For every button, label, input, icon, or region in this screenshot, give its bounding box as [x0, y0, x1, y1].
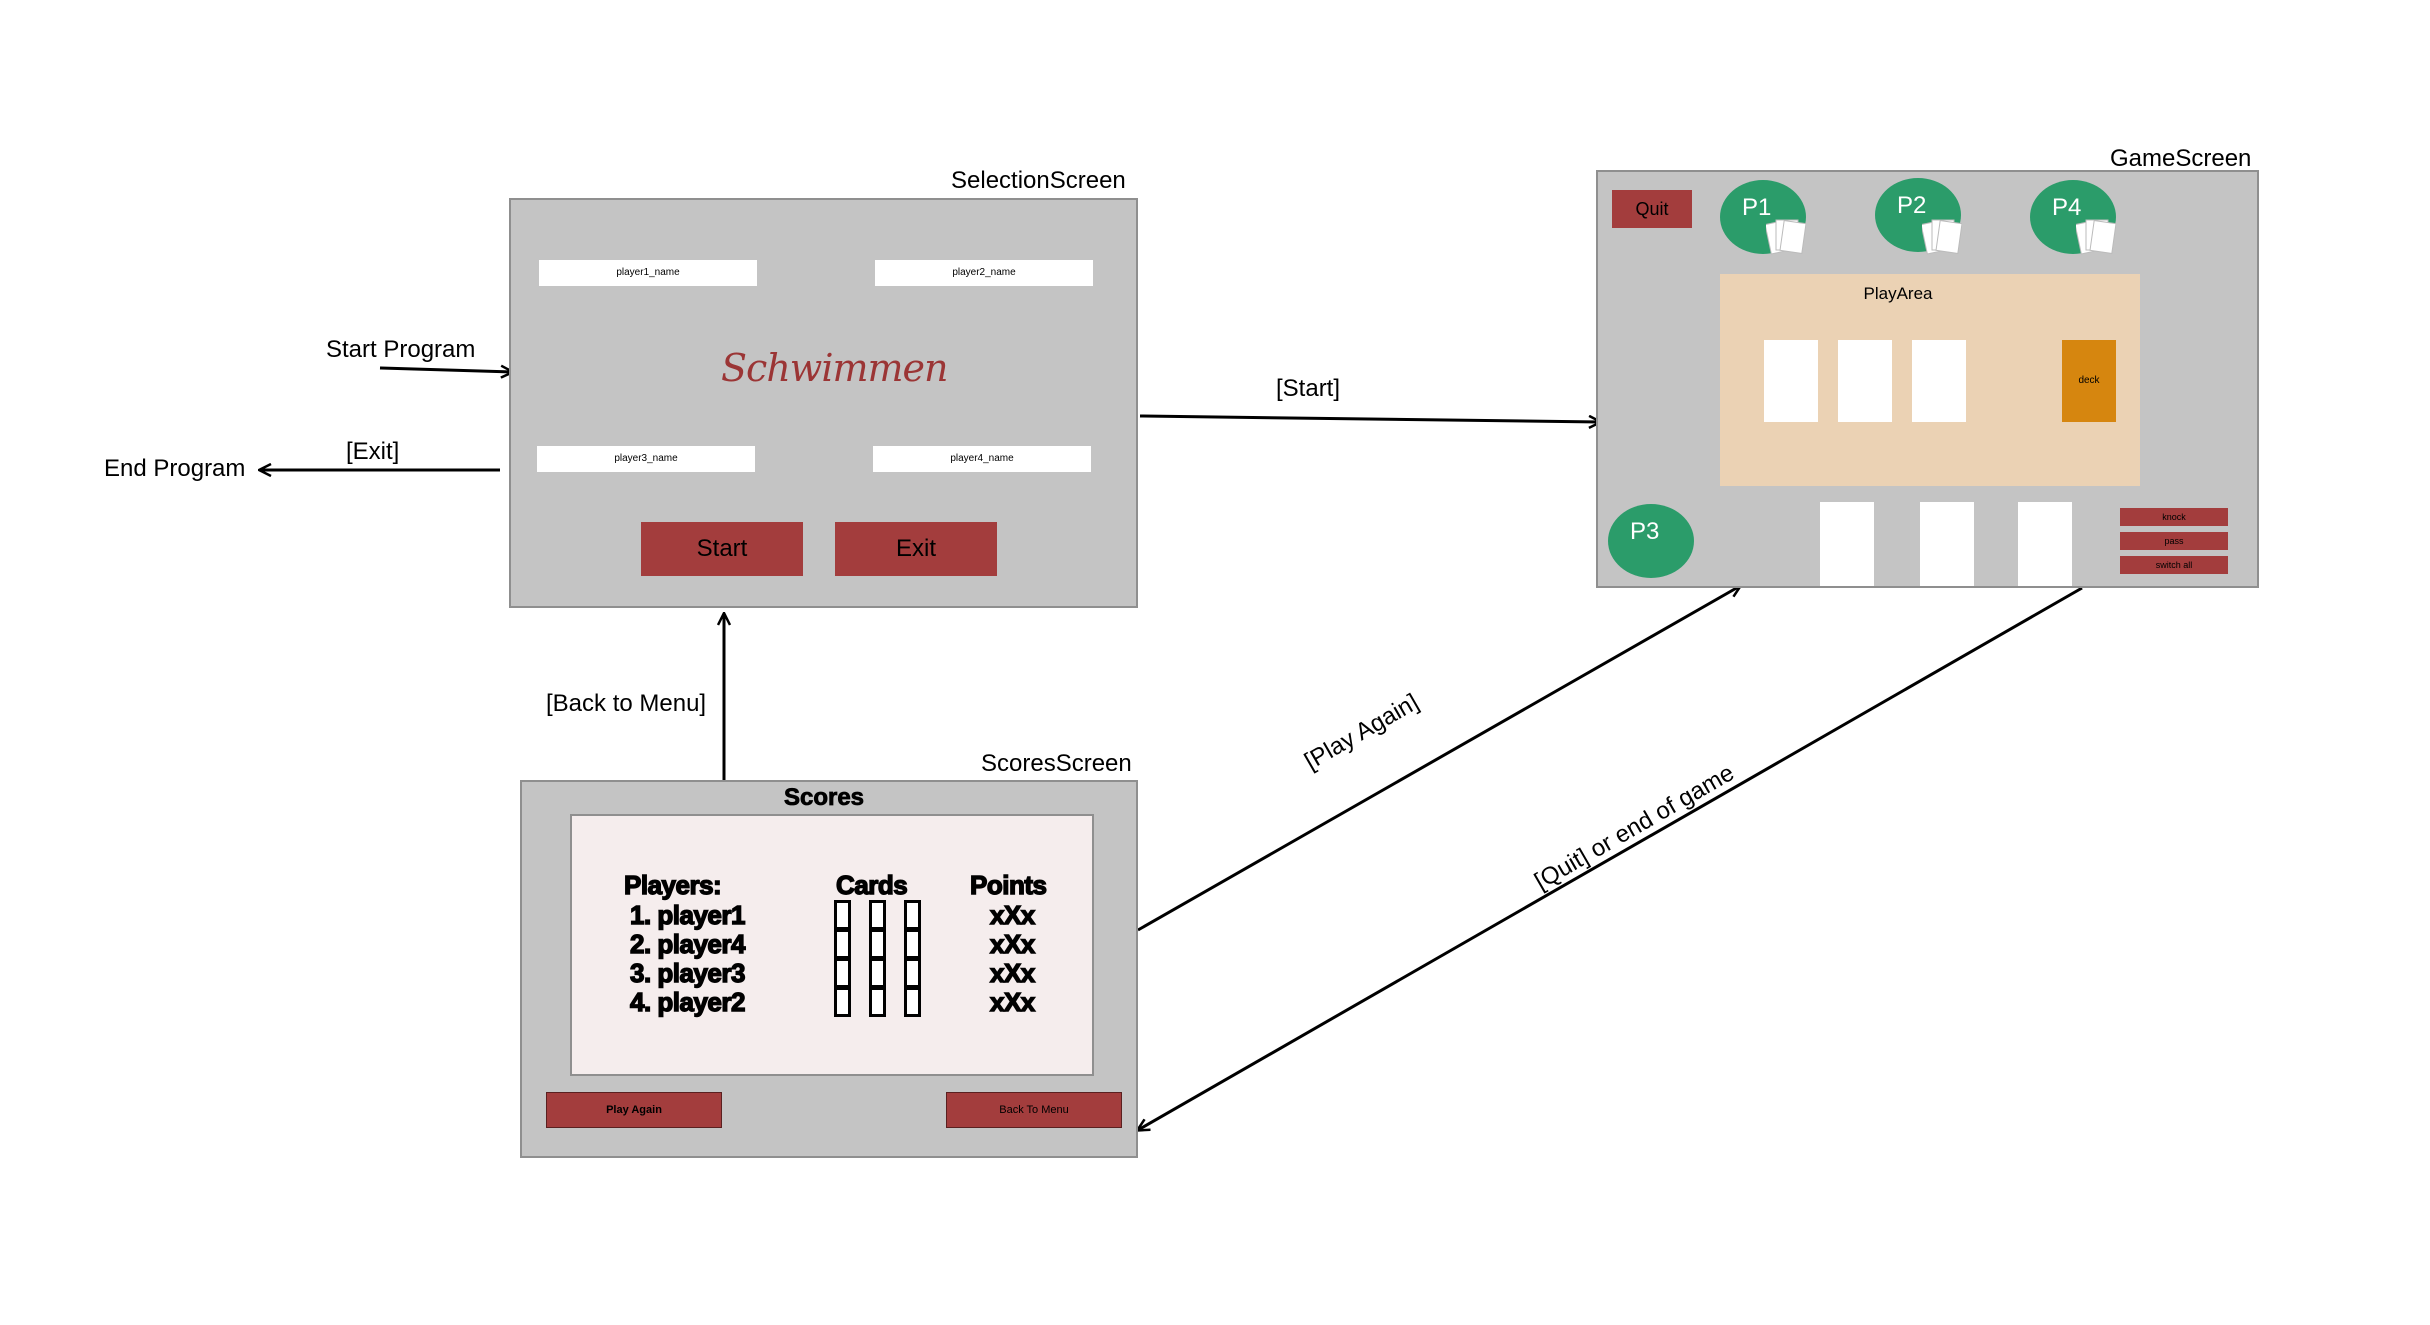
- player-p2-avatar: P2: [1875, 178, 1961, 252]
- card-icon: [834, 987, 851, 1017]
- player-p2-hand-icon: [1922, 219, 1962, 255]
- game-screen-title: GameScreen: [2110, 145, 2252, 172]
- middle-card[interactable]: [1912, 340, 1966, 422]
- card-icon: [904, 987, 921, 1017]
- middle-card[interactable]: [1838, 340, 1892, 422]
- player-p4-hand-icon: [2076, 219, 2116, 255]
- start-button[interactable]: Start: [641, 522, 803, 576]
- player4-name-field[interactable]: player4_name: [873, 446, 1091, 472]
- selection-screen: player1_name player2_name Schwimmen play…: [509, 198, 1138, 608]
- score-row-points: xXx: [989, 986, 1036, 1017]
- score-row-cards: [834, 987, 939, 1017]
- play-again-button[interactable]: Play Again: [546, 1092, 722, 1128]
- player3-name-field[interactable]: player3_name: [537, 446, 755, 472]
- quit-button[interactable]: Quit: [1612, 190, 1692, 228]
- card-icon: [904, 929, 921, 959]
- score-row-cards: [834, 900, 939, 930]
- player1-name-field[interactable]: player1_name: [539, 260, 757, 286]
- player-p1-hand-icon: [1766, 219, 1806, 255]
- players-column-header: Players:: [623, 869, 722, 900]
- hand-card[interactable]: [2018, 502, 2072, 586]
- selection-screen-title: SelectionScreen: [951, 167, 1126, 194]
- exit-button[interactable]: Exit: [835, 522, 997, 576]
- start-program-label: Start Program: [326, 336, 476, 363]
- quit-or-end-arrow: [1138, 586, 2083, 1130]
- card-icon: [869, 958, 886, 988]
- card-icon: [869, 929, 886, 959]
- schwimmen-logo: Schwimmen: [721, 346, 948, 390]
- player-p3-avatar: P3: [1608, 504, 1694, 578]
- score-row-player: 1. player1: [629, 899, 746, 930]
- score-row-points: xXx: [989, 928, 1036, 959]
- card-icon: [834, 958, 851, 988]
- card-icon: [869, 900, 886, 930]
- points-column-header: Points: [969, 869, 1047, 900]
- score-row-cards: [834, 958, 939, 988]
- hand-card[interactable]: [1920, 502, 1974, 586]
- card-icon: [904, 900, 921, 930]
- player-p1-label: P1: [1742, 194, 1772, 221]
- score-row-player: 2. player4: [629, 928, 746, 959]
- scores-panel: Players: Cards Points 1. player1 xXx 2. …: [570, 814, 1094, 1076]
- deck-label: deck: [2078, 375, 2100, 386]
- card-icon: [904, 958, 921, 988]
- player-p3-label: P3: [1630, 518, 1660, 545]
- score-row-points: xXx: [989, 899, 1036, 930]
- player-p4-label: P4: [2052, 194, 2082, 221]
- score-row-cards: [834, 929, 939, 959]
- exit-transition-label: [Exit]: [346, 438, 400, 465]
- cards-column-header: Cards: [835, 869, 908, 900]
- start-transition-label: [Start]: [1276, 375, 1341, 402]
- hand-card[interactable]: [1820, 502, 1874, 586]
- end-program-label: End Program: [104, 455, 246, 482]
- play-again-arrow: [1137, 586, 1740, 932]
- middle-card[interactable]: [1764, 340, 1818, 422]
- player-p2-label: P2: [1897, 192, 1927, 219]
- scores-heading: Scores: [783, 784, 865, 812]
- game-screen: Quit P1 P2 P4 PlayArea deck P3: [1596, 170, 2259, 588]
- scores-screen-title: ScoresScreen: [981, 750, 1132, 777]
- score-row-player: 4. player2: [629, 986, 746, 1017]
- knock-button[interactable]: knock: [2120, 508, 2228, 526]
- start-program-arrow: [379, 368, 512, 372]
- deck: deck: [2062, 340, 2116, 422]
- score-row-player: 3. player3: [629, 957, 746, 988]
- play-area: PlayArea deck: [1720, 274, 2140, 486]
- card-icon: [834, 929, 851, 959]
- card-icon: [869, 987, 886, 1017]
- pass-button[interactable]: pass: [2120, 532, 2228, 550]
- player2-name-field[interactable]: player2_name: [875, 260, 1093, 286]
- play-area-label: PlayArea: [1863, 284, 1933, 303]
- card-icon: [834, 900, 851, 930]
- start-arrow: [1139, 414, 1600, 422]
- back-to-menu-transition-label: [Back to Menu]: [546, 690, 707, 717]
- back-to-menu-button[interactable]: Back To Menu: [946, 1092, 1122, 1128]
- switch-all-button[interactable]: switch all: [2120, 556, 2228, 574]
- scores-screen: Scores Players: Cards Points 1. player1 …: [520, 780, 1138, 1158]
- score-row-points: xXx: [989, 957, 1036, 988]
